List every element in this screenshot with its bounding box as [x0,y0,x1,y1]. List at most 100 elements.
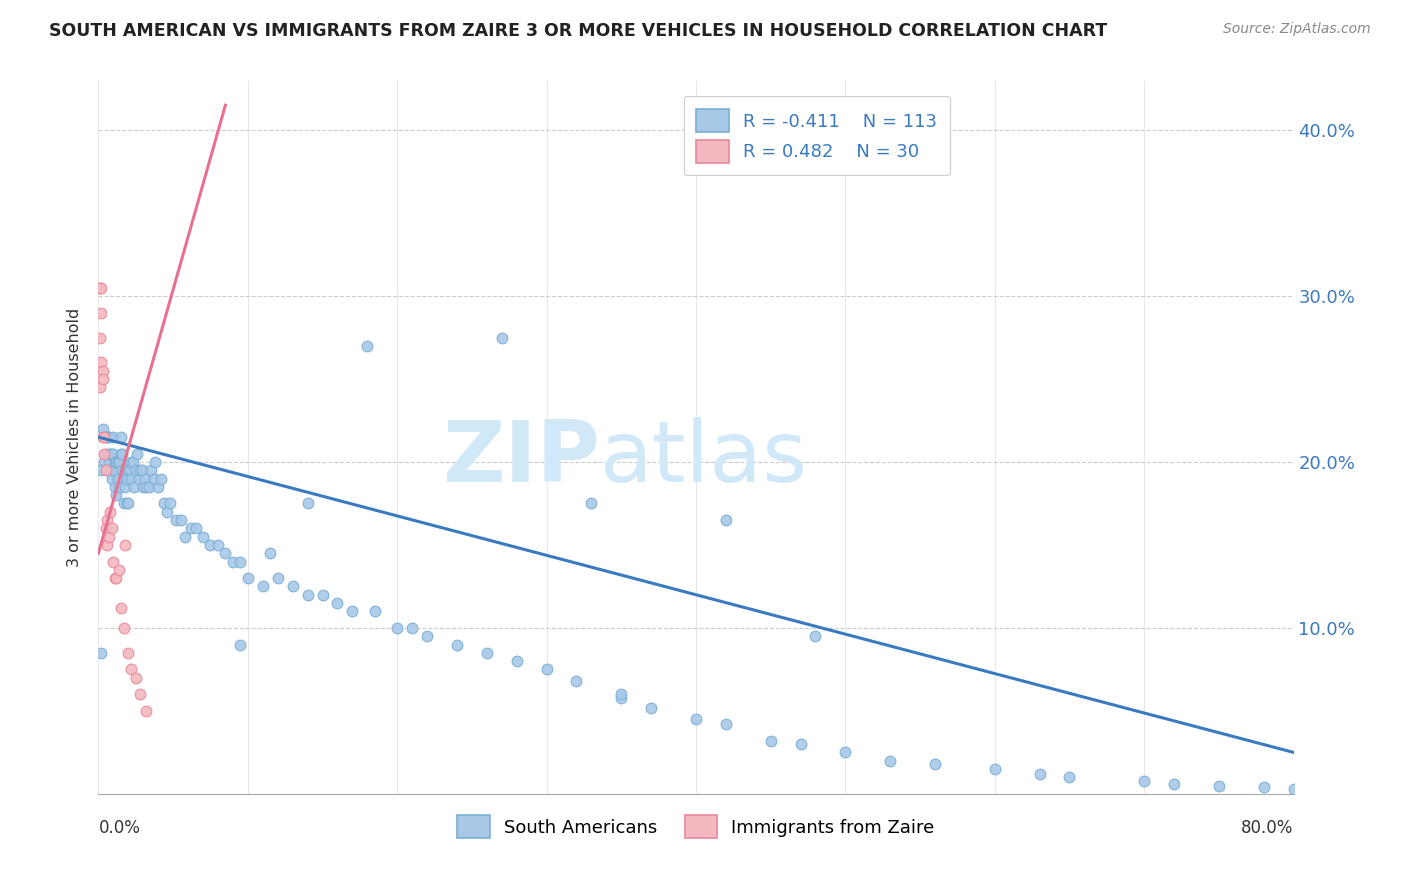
Point [111,463,134,477]
Point [132,480,155,494]
Point [97,455,120,469]
Point [108,455,131,469]
Point [984,762,1007,776]
Point [229,638,252,652]
Point [110,447,132,461]
Point [184,521,207,535]
Point [112,621,135,635]
Point [150,472,173,486]
Point [536,662,558,676]
Point [139,463,162,477]
Point [94,447,117,461]
Point [297,496,319,510]
Point [97,447,120,461]
Point [879,754,901,768]
Point [91,422,114,436]
Point [115,472,138,486]
Point [214,546,236,560]
Point [93,430,115,444]
Point [105,488,128,502]
Text: ZIP: ZIP [443,417,600,500]
Point [120,472,142,486]
Point [385,621,409,635]
Point [120,662,142,676]
Text: 0.0%: 0.0% [98,819,141,837]
Point [610,687,633,701]
Point [281,579,304,593]
Point [96,513,118,527]
Point [125,463,148,477]
Point [924,757,946,772]
Point [98,463,122,477]
Point [148,480,170,494]
Point [142,472,165,486]
Point [115,496,138,510]
Point [159,496,181,510]
Point [174,530,197,544]
Point [107,472,129,486]
Point [565,673,588,688]
Point [153,496,176,510]
Point [506,654,529,668]
Point [169,513,191,527]
Point [89,281,111,295]
Point [91,364,114,378]
Point [101,472,124,486]
Point [156,505,179,519]
Point [311,588,333,602]
Point [103,447,125,461]
Point [1059,770,1081,784]
Point [94,430,117,444]
Point [103,555,125,569]
Point [259,546,281,560]
Point [103,463,125,477]
Point [610,690,633,705]
Point [252,579,274,593]
Point [1133,773,1156,788]
Point [138,480,160,494]
Point [128,472,150,486]
Text: atlas: atlas [600,417,808,500]
Point [640,700,662,714]
Point [1208,779,1230,793]
Point [714,717,737,731]
Point [236,571,259,585]
Text: Source: ZipAtlas.com: Source: ZipAtlas.com [1223,22,1371,37]
Point [90,281,112,295]
Point [96,538,118,552]
Text: SOUTH AMERICAN VS IMMIGRANTS FROM ZAIRE 3 OR MORE VEHICLES IN HOUSEHOLD CORRELAT: SOUTH AMERICAN VS IMMIGRANTS FROM ZAIRE … [49,22,1108,40]
Point [475,646,498,660]
Point [104,455,127,469]
Point [94,521,117,535]
Point [222,555,245,569]
Point [129,463,152,477]
Point [104,571,127,585]
Point [105,571,128,585]
Point [98,447,122,461]
Point [326,596,349,610]
Point [125,671,148,685]
Point [121,455,143,469]
Point [112,496,135,510]
Point [1028,767,1050,781]
Point [446,638,468,652]
Point [207,538,229,552]
Point [111,447,134,461]
Point [103,430,125,444]
Point [91,430,114,444]
Point [114,480,136,494]
Point [135,704,157,718]
Text: 80.0%: 80.0% [1241,819,1294,837]
Point [685,712,707,726]
Point [114,463,136,477]
Point [101,447,124,461]
Point [834,745,856,759]
Point [491,330,513,344]
Point [90,646,112,660]
Point [89,380,111,394]
Point [98,505,122,519]
Point [714,513,737,527]
Point [96,430,118,444]
Point [759,733,782,747]
Point [124,480,146,494]
